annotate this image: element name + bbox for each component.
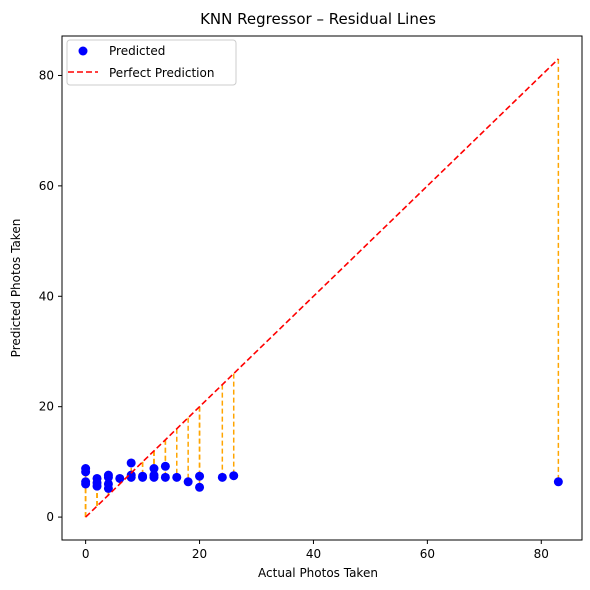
- y-tick-label: 40: [39, 289, 54, 303]
- predicted-point: [103, 483, 113, 493]
- predicted-point: [138, 472, 148, 482]
- x-tick-label: 60: [420, 547, 435, 561]
- x-tick-label: 20: [192, 547, 207, 561]
- y-axis-label: Predicted Photos Taken: [9, 219, 23, 358]
- predicted-point: [195, 482, 205, 492]
- predicted-point: [183, 477, 193, 487]
- plot-frame: [61, 35, 583, 541]
- predicted-point: [195, 471, 205, 481]
- predicted-point: [160, 472, 170, 482]
- x-axis-label: Actual Photos Taken: [258, 566, 378, 580]
- predicted-point: [160, 461, 170, 471]
- legend-marker-predicted: [78, 46, 88, 56]
- y-tick-label: 60: [39, 179, 54, 193]
- predicted-point: [126, 472, 136, 482]
- x-tick-label: 0: [82, 547, 90, 561]
- x-tick-label: 40: [306, 547, 321, 561]
- predicted-point: [126, 458, 136, 468]
- predicted-point: [149, 472, 159, 482]
- predicted-point: [81, 467, 91, 477]
- legend: Predicted Perfect Prediction: [66, 39, 237, 86]
- y-tick-label: 0: [46, 510, 54, 524]
- axes-ticks: 0 20 40 60 80 0 20 40 60 80: [39, 68, 549, 561]
- legend-box: [66, 39, 237, 86]
- predicted-point: [217, 472, 227, 482]
- predicted-point: [81, 479, 91, 489]
- plot-content: [81, 58, 563, 518]
- perfect-prediction-line: [85, 58, 559, 518]
- legend-label-predicted: Predicted: [109, 44, 165, 58]
- chart-title: KNN Regressor – Residual Lines: [200, 10, 436, 28]
- x-tick-label: 80: [534, 547, 549, 561]
- predicted-point: [172, 472, 182, 482]
- y-tick-label: 20: [39, 400, 54, 414]
- y-tick-label: 80: [39, 68, 54, 82]
- predicted-point: [149, 464, 159, 474]
- predicted-point: [115, 473, 125, 483]
- predicted-point: [92, 481, 102, 491]
- legend-label-perfect: Perfect Prediction: [109, 66, 214, 80]
- predicted-point: [229, 471, 239, 481]
- predicted-point: [103, 472, 113, 482]
- predicted-point: [553, 477, 563, 487]
